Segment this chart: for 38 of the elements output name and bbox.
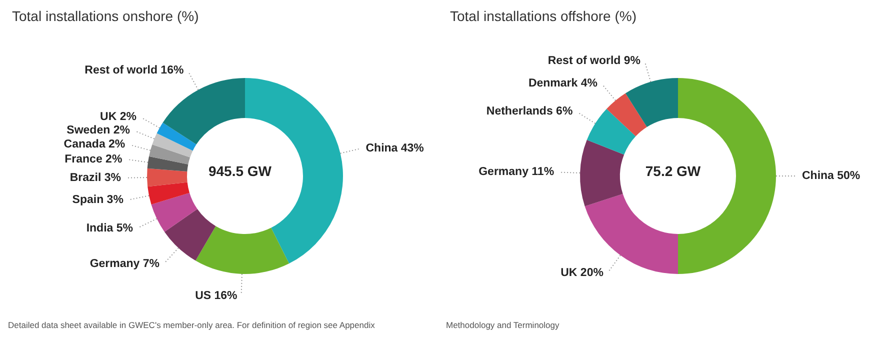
donut-slice <box>152 133 193 158</box>
donut-slice <box>156 122 196 151</box>
text: Methodology and Terminology <box>446 320 560 330</box>
donut-slice <box>147 168 188 187</box>
chart-title: Total installations onshore (%) <box>12 8 199 24</box>
slice-label: Denmark 4% <box>528 78 598 90</box>
slice-label: China 43% <box>366 142 424 154</box>
donut-slice <box>606 93 647 136</box>
slice-label: India 5% <box>86 222 133 234</box>
donut-slice <box>164 209 216 261</box>
slice-label: France 2% <box>64 153 122 166</box>
donut-slice <box>147 156 188 172</box>
donut-slice <box>625 78 678 128</box>
text: 945.5 GW <box>208 163 272 179</box>
slice-label: Sweden 2% <box>66 124 130 137</box>
donut-slice <box>245 78 343 264</box>
donut-slice <box>196 226 290 274</box>
text: 75.2 GW <box>645 163 702 179</box>
slice-label: Germany 11% <box>478 166 554 178</box>
slice-label: Netherlands 6% <box>486 106 573 118</box>
slice-label: China 50% <box>802 170 860 182</box>
slice-label: Rest of world 16% <box>84 64 184 77</box>
slice-label: Brazil 3% <box>70 172 122 184</box>
donut-slice <box>678 78 776 274</box>
text: Detailed data sheet available in GWEC's member-only area. For definition of region see Appendix <box>8 320 375 330</box>
slice-label: UK 20% <box>560 267 604 280</box>
slice-label: UK 2% <box>100 111 136 124</box>
donut-slice <box>580 140 624 206</box>
donut-slice <box>151 192 198 232</box>
donut-slice <box>586 108 636 155</box>
slice-label: Germany 7% <box>90 258 160 270</box>
slice-label: Rest of world 9% <box>548 54 641 67</box>
donut-slice <box>162 78 245 144</box>
slice-label: Canada 2% <box>64 138 126 151</box>
chart-title: Total installations offshore (%) <box>450 8 636 24</box>
slice-label: Spain 3% <box>72 194 124 206</box>
donut-slice <box>148 182 190 205</box>
slice-label: US 16% <box>195 290 238 302</box>
